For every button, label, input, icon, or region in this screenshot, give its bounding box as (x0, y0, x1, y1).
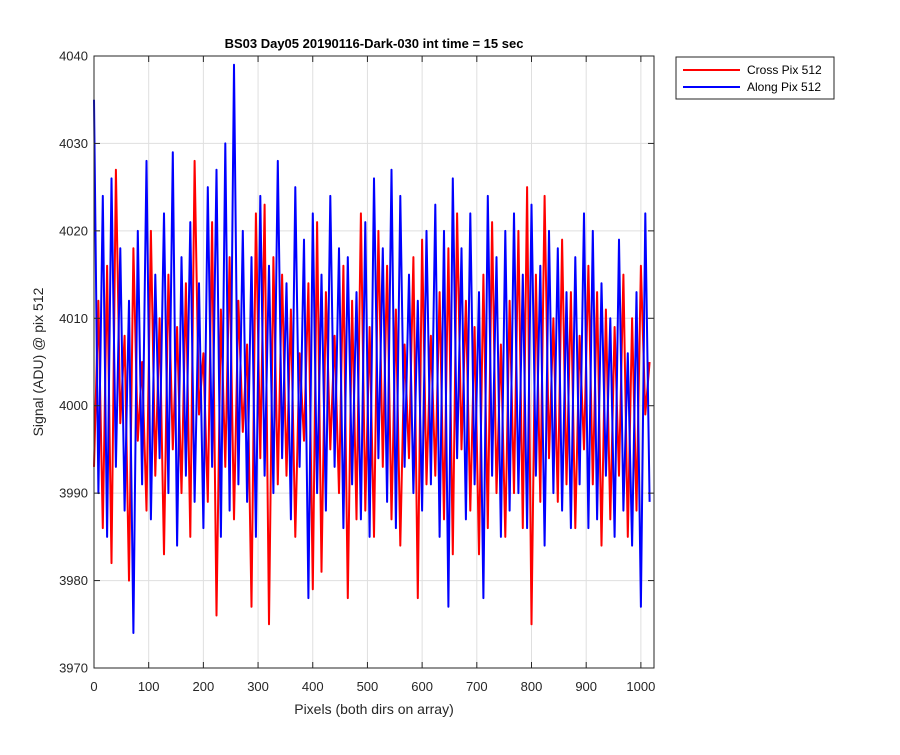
y-tick-label: 4020 (59, 223, 88, 238)
legend: Cross Pix 512 Along Pix 512 (675, 56, 835, 100)
legend-box (675, 56, 835, 100)
y-tick-labels: 3970 3980 3990 4000 4010 4020 4030 4040 (59, 49, 88, 676)
plot-frame (93, 55, 655, 669)
axis-ticks (93, 55, 654, 669)
y-axis-label: Signal (ADU) @ pix 512 (30, 287, 46, 436)
x-tick-label: 200 (193, 679, 215, 694)
legend-label-cross: Cross Pix 512 (747, 63, 822, 77)
series-line-along-pix-512 (93, 63, 651, 634)
y-tick-label: 4000 (59, 398, 88, 413)
y-tick-label: 3980 (59, 573, 88, 588)
legend-label-along: Along Pix 512 (747, 80, 821, 94)
y-tick-label: 4040 (59, 49, 88, 64)
series-layer (93, 63, 651, 634)
x-axis-label: Pixels (both dirs on array) (294, 701, 454, 717)
x-tick-label: 700 (466, 679, 488, 694)
x-tick-label: 500 (357, 679, 379, 694)
y-tick-label: 3990 (59, 486, 88, 501)
x-tick-label: 800 (521, 679, 543, 694)
x-tick-label: 100 (138, 679, 160, 694)
x-tick-labels: 0 100 200 300 400 500 600 700 800 900 1000 (90, 679, 655, 694)
chart-title: BS03 Day05 20190116-Dark-030 int time = … (225, 36, 524, 51)
x-tick-label: 900 (575, 679, 597, 694)
x-tick-label: 300 (247, 679, 269, 694)
x-tick-label: 400 (302, 679, 324, 694)
y-tick-label: 4030 (59, 136, 88, 151)
x-tick-label: 0 (90, 679, 97, 694)
y-tick-label: 4010 (59, 311, 88, 326)
y-tick-label: 3970 (59, 661, 88, 676)
x-tick-label: 1000 (626, 679, 655, 694)
x-tick-label: 600 (411, 679, 433, 694)
